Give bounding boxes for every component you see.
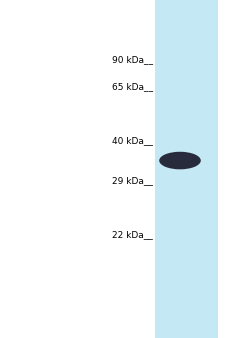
Bar	[155, 0, 218, 338]
Ellipse shape	[159, 152, 201, 169]
Ellipse shape	[170, 154, 193, 161]
Text: 90 kDa__: 90 kDa__	[112, 55, 153, 64]
Text: 40 kDa__: 40 kDa__	[112, 136, 153, 145]
Text: 29 kDa__: 29 kDa__	[112, 176, 153, 185]
Text: 22 kDa__: 22 kDa__	[112, 231, 153, 239]
Text: 65 kDa__: 65 kDa__	[112, 82, 153, 91]
